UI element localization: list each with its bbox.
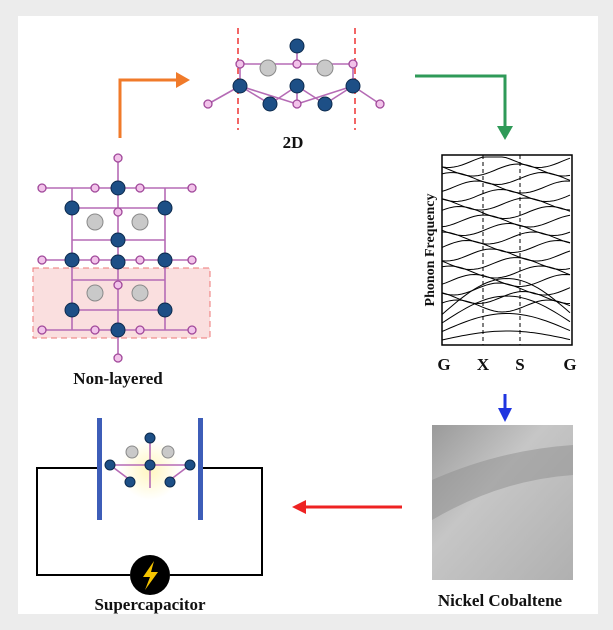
k-point: X [477, 355, 490, 374]
label-non-layered: Non-layered [73, 369, 163, 388]
label-material: Nickel Cobaltene [438, 591, 563, 610]
label-device: Supercapacitor [94, 595, 206, 614]
diagram: 2D Non-layered Phonon Frequency G X S G … [0, 0, 613, 630]
k-point: G [563, 355, 576, 374]
y-axis-label: Phonon Frequency [423, 194, 438, 307]
phonon-plot [442, 155, 572, 345]
k-point: G [437, 355, 450, 374]
k-point: S [515, 355, 524, 374]
label-2d: 2D [283, 133, 304, 152]
